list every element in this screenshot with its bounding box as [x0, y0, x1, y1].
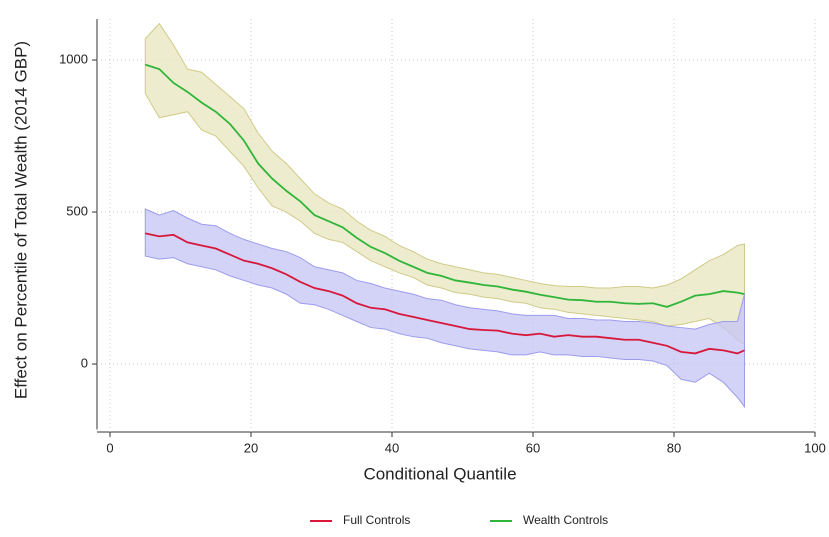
x-tick-label: 80 — [667, 440, 681, 455]
y-tick-label: 1000 — [59, 51, 88, 66]
confidence-band — [144, 22, 745, 346]
x-tick-label: 100 — [804, 440, 826, 455]
confidence-band — [144, 208, 745, 409]
line — [145, 232, 745, 355]
x-axis-label: Conditional Quantile — [363, 464, 516, 483]
x-tick-label: 40 — [385, 440, 399, 455]
y-tick-label: 0 — [81, 355, 88, 370]
y-tick-label: 500 — [66, 203, 88, 218]
x-tick-label: 20 — [244, 440, 258, 455]
y-axis-label: Effect on Percentile of Total Wealth (20… — [11, 41, 30, 399]
legend-label: Wealth Controls — [523, 513, 608, 527]
legend-label: Full Controls — [343, 513, 410, 527]
x-tick-label: 0 — [106, 440, 113, 455]
line — [144, 63, 745, 308]
x-tick-label: 60 — [526, 440, 540, 455]
